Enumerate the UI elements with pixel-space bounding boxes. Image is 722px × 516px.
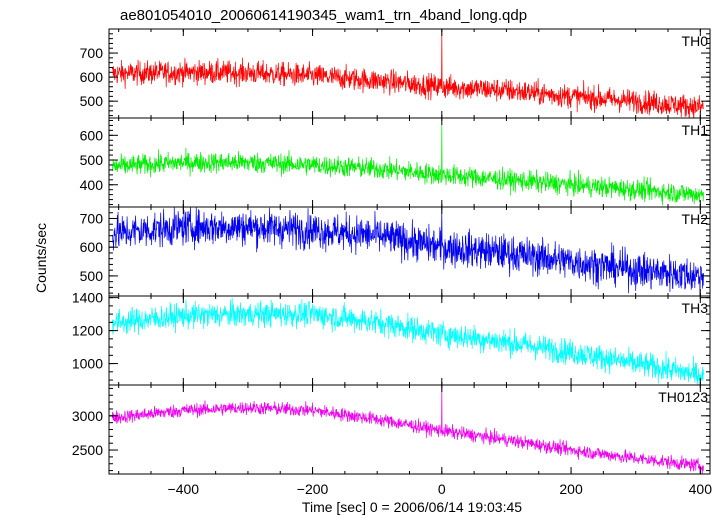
x-axis: −400 −200 0 200 400: [168, 481, 713, 497]
panel-stack: 500 600 700 TH0 400 500 600 TH1 500 600 700 TH2 1000…: [72, 28, 711, 475]
y-axis-label: Counts/sec: [33, 223, 49, 293]
y-tick-label: 1000: [72, 356, 103, 372]
x-axis-label: Time [sec] 0 = 2006/06/14 19:03:45: [302, 499, 522, 515]
panel-frame: [108, 384, 711, 475]
x-tick-label: −400: [168, 481, 200, 497]
panel-th1: 400 500 600 TH1: [80, 117, 711, 208]
series-trace-th0123: [111, 385, 704, 474]
y-tick-label: 700: [80, 45, 104, 61]
panel-label-th3: TH3: [682, 300, 709, 316]
y-tick-label: 500: [80, 152, 104, 168]
y-tick-label: 600: [80, 127, 104, 143]
y-tick-label: 600: [80, 69, 104, 85]
x-tick-label: 200: [559, 481, 583, 497]
series-trace-th3: [111, 297, 704, 385]
panel-th0123: 2500 3000 TH0123: [72, 384, 711, 475]
y-tick-label: 600: [80, 239, 104, 255]
x-tick-label: −200: [297, 481, 329, 497]
y-tick-label: 3000: [72, 408, 103, 424]
x-tick-label: 0: [438, 481, 446, 497]
panel-label-th1: TH1: [682, 122, 709, 138]
y-tick-label: 500: [80, 93, 104, 109]
series-trace-th0: [111, 29, 704, 118]
panel-th3: 1000 1200 1400 TH3: [72, 290, 711, 386]
series-trace-th2: [111, 207, 704, 296]
y-tick-label: 500: [80, 268, 104, 284]
y-tick-label: 400: [80, 177, 104, 193]
y-tick-label: 1400: [72, 290, 103, 306]
y-tick-label: 2500: [72, 442, 103, 458]
y-tick-label: 1200: [72, 323, 103, 339]
series-trace-th1: [111, 122, 704, 206]
y-tick-label: 700: [80, 210, 104, 226]
panel-th0: 500 600 700 TH0: [80, 28, 711, 119]
panel-label-th0: TH0: [682, 33, 709, 49]
chart-title: ae801054010_20060614190345_wam1_trn_4ban…: [120, 7, 527, 24]
panel-label-th0123: TH0123: [658, 389, 708, 405]
panel-label-th2: TH2: [682, 211, 709, 227]
panel-th2: 500 600 700 TH2: [80, 206, 711, 297]
x-tick-label: 400: [689, 481, 713, 497]
